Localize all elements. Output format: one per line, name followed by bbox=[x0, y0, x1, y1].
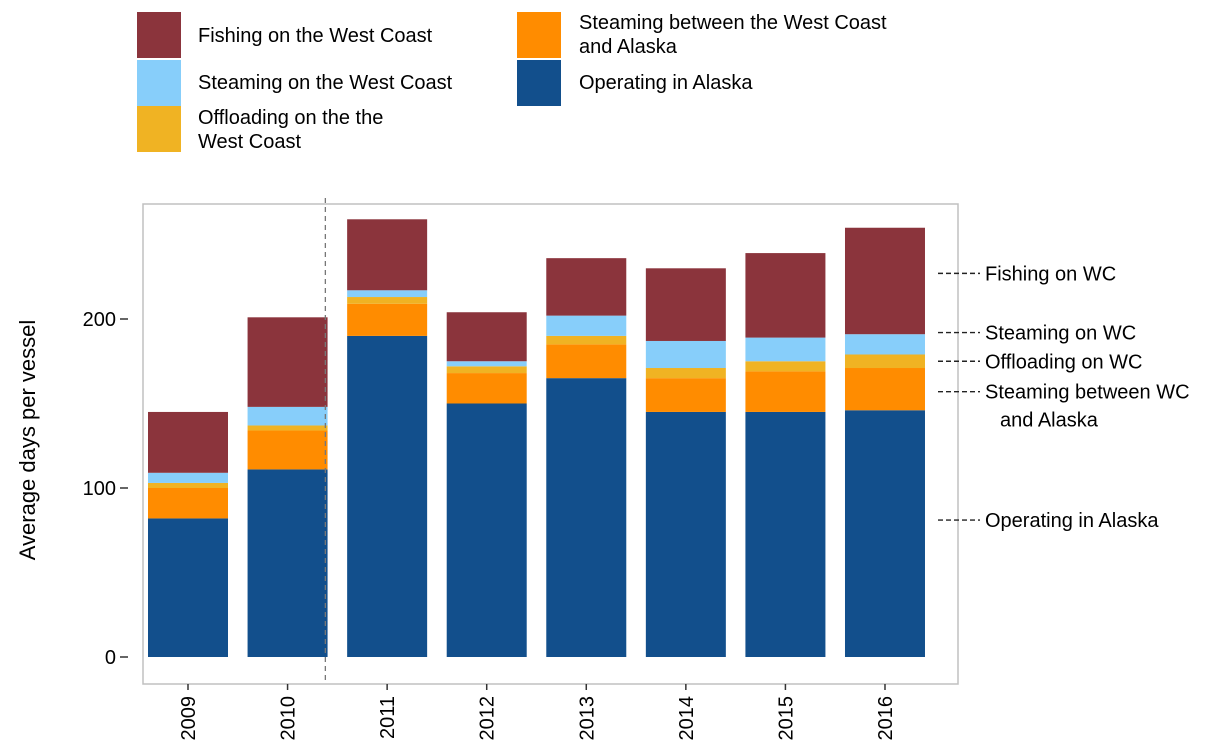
bar-2012-fishing-on-the-west-coast bbox=[446, 312, 527, 362]
y-tick-label: 100 bbox=[83, 478, 116, 500]
annotation-label: and Alaska bbox=[1000, 410, 1099, 432]
bar-2015-offloading-on-the-west-coast bbox=[745, 361, 826, 372]
y-axis-label: Average days per vessel bbox=[15, 320, 40, 561]
legend-label: Fishing on the West Coast bbox=[198, 25, 433, 47]
legend-swatch bbox=[137, 12, 181, 58]
bar-2014-fishing-on-the-west-coast bbox=[645, 268, 726, 341]
bar-2009-fishing-on-the-west-coast bbox=[148, 411, 228, 473]
bar-2016-operating-in-alaska bbox=[844, 410, 925, 657]
bar-2012-steaming-on-the-west-coast bbox=[446, 361, 527, 367]
y-tick-label: 200 bbox=[83, 309, 116, 331]
bar-2013-offloading-on-the-west-coast bbox=[546, 335, 627, 345]
bar-2010-offloading-on-the-west-coast bbox=[247, 425, 328, 431]
x-tick-label: 2012 bbox=[477, 696, 499, 741]
x-axis: 2009 2010 2011 2012 2013 2014 2015 2016 bbox=[178, 684, 897, 741]
bar-2010-operating-in-alaska bbox=[247, 469, 328, 657]
x-tick-label: 2016 bbox=[875, 696, 897, 741]
bar-2011-fishing-on-the-west-coast bbox=[347, 219, 428, 291]
bar-2016-fishing-on-the-west-coast bbox=[844, 227, 925, 335]
bar-2009-steaming-between-the-west-coast-and-alaska bbox=[148, 488, 228, 519]
bar-2014-operating-in-alaska bbox=[645, 411, 726, 657]
bar-2014-offloading-on-the-west-coast bbox=[645, 368, 726, 379]
bar-2010-steaming-on-the-west-coast bbox=[247, 406, 328, 426]
annotation-steaming-on-wc: Steaming on WC bbox=[938, 323, 1136, 345]
plot-panel bbox=[142, 203, 959, 685]
bars bbox=[148, 219, 925, 657]
bar-2013-fishing-on-the-west-coast bbox=[546, 258, 627, 316]
x-tick-label: 2009 bbox=[178, 696, 200, 741]
bar-2013-steaming-between-the-west-coast-and-alaska bbox=[546, 344, 627, 379]
bar-2011-operating-in-alaska bbox=[347, 335, 428, 657]
bar-2010-fishing-on-the-west-coast bbox=[247, 317, 328, 407]
x-tick-label: 2013 bbox=[576, 696, 598, 741]
bar-2009-offloading-on-the-west-coast bbox=[148, 482, 228, 488]
bar-2012-operating-in-alaska bbox=[446, 403, 527, 657]
legend-swatch bbox=[137, 106, 181, 152]
legend-item-fishing-on-the-west-coast: Fishing on the West Coast bbox=[137, 12, 433, 58]
legend-label: Steaming between the West Coast bbox=[579, 12, 887, 34]
bar-2014-steaming-on-the-west-coast bbox=[645, 340, 726, 369]
annotation-label: Fishing on WC bbox=[985, 263, 1116, 285]
legend-swatch bbox=[517, 12, 561, 58]
x-tick-label: 2010 bbox=[278, 696, 300, 741]
bar-2014-steaming-between-the-west-coast-and-alaska bbox=[645, 378, 726, 412]
annotation-operating-in-alaska: Operating in Alaska bbox=[938, 510, 1159, 532]
annotation-steaming-between-wc-and-alaska: Steaming between WC and Alaska bbox=[938, 382, 1190, 432]
bar-2010-steaming-between-the-west-coast-and-alaska bbox=[247, 430, 328, 470]
legend-label: Operating in Alaska bbox=[579, 72, 753, 94]
x-tick-label: 2011 bbox=[377, 696, 399, 739]
bar-2013-operating-in-alaska bbox=[546, 378, 627, 657]
bar-2016-steaming-on-the-west-coast bbox=[844, 334, 925, 355]
legend-label: and Alaska bbox=[579, 36, 678, 58]
legend-swatch bbox=[137, 60, 181, 106]
bar-2016-steaming-between-the-west-coast-and-alaska bbox=[844, 368, 925, 411]
y-tick-label: 0 bbox=[105, 647, 116, 669]
legend-swatch bbox=[517, 60, 561, 106]
bar-2015-steaming-between-the-west-coast-and-alaska bbox=[745, 371, 826, 412]
annotations: Fishing on WC Steaming on WC Offloading on… bbox=[938, 263, 1190, 532]
bar-2013-steaming-on-the-west-coast bbox=[546, 315, 627, 336]
annotation-label: Steaming between WC bbox=[985, 382, 1190, 404]
x-tick-label: 2015 bbox=[775, 696, 797, 741]
legend-label: West Coast bbox=[198, 131, 301, 153]
bar-2009-steaming-on-the-west-coast bbox=[148, 472, 228, 483]
annotation-label: Operating in Alaska bbox=[985, 510, 1159, 532]
bar-2009-operating-in-alaska bbox=[148, 518, 228, 657]
y-axis: 0 100 200 bbox=[83, 309, 128, 669]
bar-2012-offloading-on-the-west-coast bbox=[446, 366, 527, 374]
bar-2011-offloading-on-the-west-coast bbox=[347, 297, 428, 304]
legend-label: Steaming on the West Coast bbox=[198, 72, 453, 94]
legend-item-steaming-on-the-west-coast: Steaming on the West Coast bbox=[137, 60, 453, 106]
bar-2012-steaming-between-the-west-coast-and-alaska bbox=[446, 373, 527, 404]
bar-2011-steaming-between-the-west-coast-and-alaska bbox=[347, 303, 428, 336]
annotation-fishing-on-wc: Fishing on WC bbox=[938, 263, 1116, 285]
annotation-offloading-on-wc: Offloading on WC bbox=[938, 351, 1143, 373]
legend: Fishing on the West Coast Steaming on the… bbox=[137, 12, 887, 153]
bar-2015-fishing-on-the-west-coast bbox=[745, 253, 826, 338]
annotation-label: Offloading on WC bbox=[985, 351, 1143, 373]
bar-2015-operating-in-alaska bbox=[745, 411, 826, 657]
bar-2011-steaming-on-the-west-coast bbox=[347, 290, 428, 298]
legend-item-operating-in-alaska: Operating in Alaska bbox=[517, 60, 753, 106]
legend-label: Offloading on the the bbox=[198, 107, 383, 129]
x-tick-label: 2014 bbox=[676, 696, 698, 741]
bar-2015-steaming-on-the-west-coast bbox=[745, 337, 826, 362]
bar-2016-offloading-on-the-west-coast bbox=[844, 354, 925, 369]
annotation-label: Steaming on WC bbox=[985, 323, 1136, 345]
